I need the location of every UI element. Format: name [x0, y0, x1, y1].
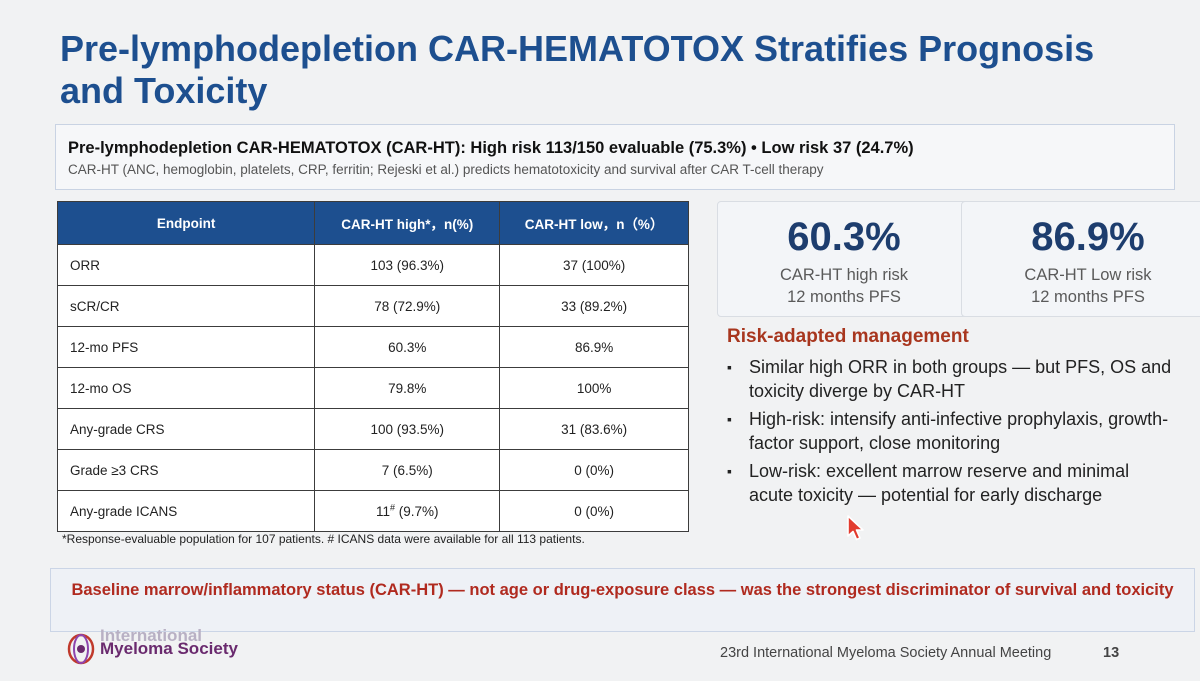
- bullet-square-icon: ▪: [727, 463, 732, 479]
- cell-high: 103 (96.3%): [314, 244, 501, 286]
- bullet-text: Similar high ORR in both groups — but PF…: [749, 357, 1172, 401]
- mouse-pointer-icon: [847, 515, 864, 541]
- ims-logo-icon: [67, 633, 95, 665]
- cell-endpoint: 12-mo PFS: [56, 326, 316, 368]
- cell-endpoint: ORR: [56, 244, 316, 286]
- cell-low: 31 (83.6%): [499, 408, 689, 450]
- table-row: 12-mo OS 79.8% 100%: [56, 367, 689, 409]
- cell-low: 0 (0%): [499, 449, 689, 491]
- cell-high: 11# (9.7%): [314, 490, 501, 532]
- cell-high-percent: (9.7%): [395, 503, 439, 519]
- subtitle-description: CAR-HT (ANC, hemoglobin, platelets, CRP,…: [68, 162, 824, 177]
- cell-high: 100 (93.5%): [314, 408, 501, 450]
- footnote-marker: #: [390, 502, 396, 512]
- cell-low: 100%: [499, 367, 689, 409]
- stat-card-high-risk: 60.3% CAR-HT high risk 12 months PFS: [717, 201, 971, 317]
- subtitle-box: Pre-lymphodepletion CAR-HEMATOTOX (CAR-H…: [55, 124, 1175, 190]
- cell-high: 78 (72.9%): [314, 285, 501, 327]
- cell-endpoint: Any-grade ICANS: [56, 490, 316, 532]
- bullet-text: Low-risk: excellent marrow reserve and m…: [749, 461, 1130, 505]
- cell-endpoint: Any-grade CRS: [56, 408, 316, 450]
- cell-low: 86.9%: [499, 326, 689, 368]
- header-endpoint: Endpoint: [56, 201, 316, 245]
- stat-value: 86.9%: [1031, 215, 1145, 259]
- table-row: 12-mo PFS 60.3% 86.9%: [56, 326, 689, 368]
- key-takeaway-banner: Baseline marrow/inflammatory status (CAR…: [50, 568, 1195, 632]
- slide-title: Pre-lymphodepletion CAR-HEMATOTOX Strati…: [60, 28, 1095, 111]
- cell-low: 33 (89.2%): [499, 285, 689, 327]
- bullet-text: High-risk: intensify anti-infective prop…: [749, 409, 1169, 453]
- cell-high-count: 11: [375, 503, 390, 519]
- meeting-name: 23rd International Myeloma Society Annua…: [720, 645, 1052, 661]
- cell-high: 60.3%: [314, 326, 501, 368]
- table-row: Any-grade CRS 100 (93.5%) 31 (83.6%): [56, 408, 689, 450]
- logo-line-2: Myeloma Society: [100, 639, 238, 658]
- cell-high: 7 (6.5%): [314, 449, 501, 491]
- page-number: 13: [1103, 645, 1120, 661]
- bullet-square-icon: ▪: [727, 359, 732, 375]
- header-car-ht-low: CAR-HT low，n（%）: [499, 201, 689, 245]
- management-bullets: ▪ Similar high ORR in both groups — but P…: [727, 355, 1177, 511]
- management-heading: Risk-adapted management: [727, 326, 969, 347]
- endpoint-table: Endpoint CAR-HT high*，n(%) CAR-HT low，n（…: [56, 201, 689, 532]
- table-row: Grade ≥3 CRS 7 (6.5%) 0 (0%): [56, 449, 689, 491]
- ims-logo: International Myeloma Society: [66, 626, 286, 668]
- stat-sublabel: 12 months PFS: [1031, 288, 1145, 306]
- header-car-ht-high: CAR-HT high*，n(%): [314, 201, 501, 245]
- cell-endpoint: Grade ≥3 CRS: [56, 449, 316, 491]
- table-footnote: *Response-evaluable population for 107 p…: [62, 532, 585, 546]
- cell-high: 79.8%: [314, 367, 501, 409]
- logo-line-1: International: [100, 626, 203, 645]
- table-row: Any-grade ICANS 11# (9.7%) 0 (0%): [56, 490, 689, 532]
- stat-card-low-risk: 86.9% CAR-HT Low risk 12 months PFS: [961, 201, 1200, 317]
- list-item: ▪ Low-risk: excellent marrow reserve and …: [727, 459, 1177, 507]
- table-row: ORR 103 (96.3%) 37 (100%): [56, 244, 689, 286]
- table-header-row: Endpoint CAR-HT high*，n(%) CAR-HT low，n（…: [56, 201, 689, 245]
- stat-label: CAR-HT high risk: [779, 266, 909, 284]
- stat-sublabel: 12 months PFS: [787, 288, 901, 306]
- table-row: sCR/CR 78 (72.9%) 33 (89.2%): [56, 285, 689, 327]
- list-item: ▪ High-risk: intensify anti-infective pro…: [727, 407, 1177, 455]
- bullet-square-icon: ▪: [727, 411, 732, 427]
- cell-endpoint: 12-mo OS: [56, 367, 316, 409]
- cell-endpoint: sCR/CR: [56, 285, 316, 327]
- list-item: ▪ Similar high ORR in both groups — but P…: [727, 355, 1177, 403]
- stat-value: 60.3%: [787, 215, 901, 259]
- stat-label: CAR-HT Low risk: [1024, 266, 1152, 284]
- cell-low: 0 (0%): [499, 490, 689, 532]
- subtitle-main: Pre-lymphodepletion CAR-HEMATOTOX (CAR-H…: [68, 139, 914, 157]
- cell-low: 37 (100%): [499, 244, 689, 286]
